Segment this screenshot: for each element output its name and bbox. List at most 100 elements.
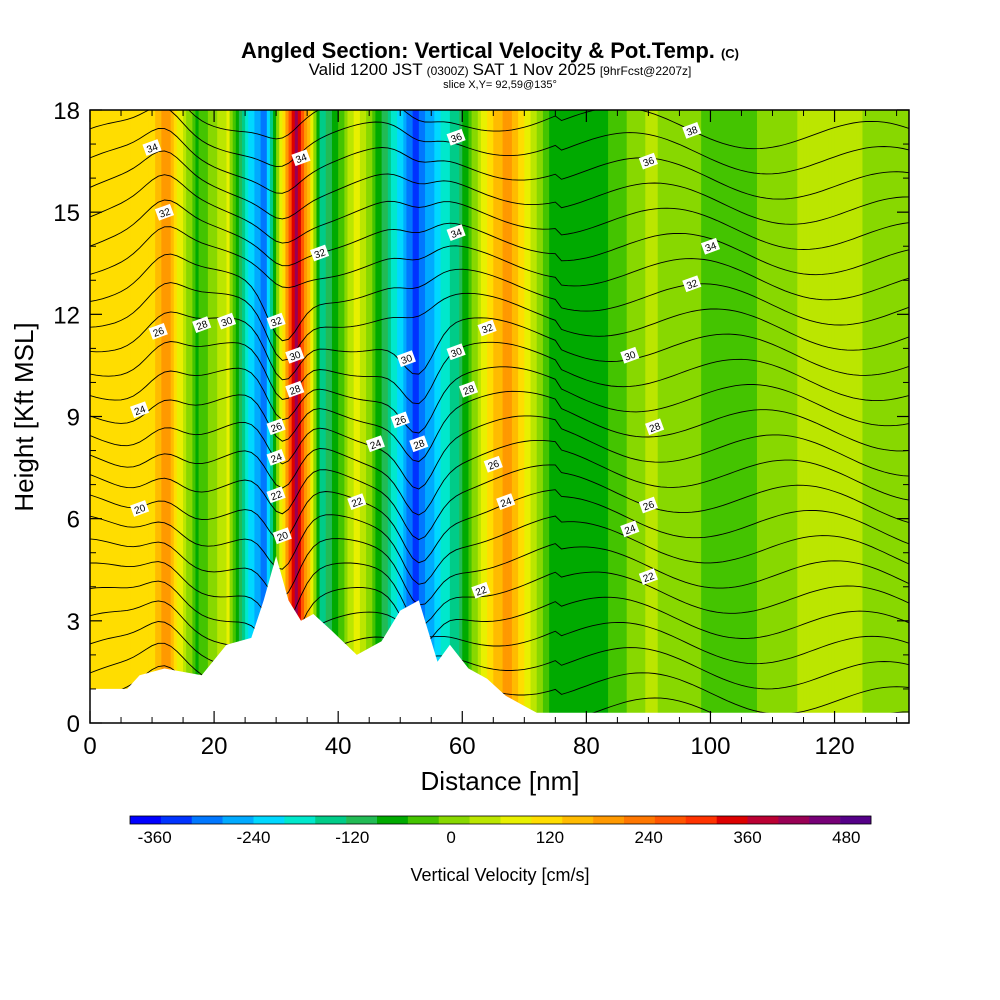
velocity-cell — [555, 110, 560, 723]
velocity-cell — [409, 110, 414, 723]
velocity-cell — [549, 110, 553, 723]
velocity-cell — [412, 110, 417, 723]
velocity-cell — [688, 110, 693, 723]
contour-label-bg — [266, 449, 286, 466]
velocity-cell — [242, 110, 246, 723]
velocity-cell — [601, 110, 606, 723]
velocity-cell — [791, 110, 795, 723]
velocity-cell — [735, 110, 739, 723]
velocity-cell — [701, 110, 705, 723]
velocity-cell — [874, 110, 879, 723]
velocity-cell — [561, 110, 566, 723]
chart-title: Angled Section: Vertical Velocity & Pot.… — [241, 38, 739, 63]
velocity-cell — [421, 110, 426, 723]
velocity-cell — [183, 110, 187, 723]
velocity-cell — [521, 110, 525, 723]
velocity-cell — [636, 110, 640, 723]
chart-title-main: Angled Section: Vertical Velocity & Pot.… — [241, 38, 715, 63]
velocity-cell — [114, 110, 119, 723]
contour-label-bg — [682, 122, 702, 139]
velocity-cell — [583, 110, 587, 723]
velocity-cell — [158, 110, 162, 723]
contour-label: 30 — [396, 350, 416, 367]
velocity-cell — [378, 110, 383, 723]
velocity-cell — [186, 110, 190, 723]
contour-label-text: 22 — [270, 489, 285, 503]
contour-label: 30 — [285, 346, 305, 364]
contour-label-text: 30 — [288, 349, 303, 363]
velocity-cell — [567, 110, 572, 723]
velocity-cell — [542, 110, 547, 723]
colorbar-tick-label: 480 — [832, 828, 860, 847]
contour-label-bg — [409, 435, 429, 453]
velocity-cell — [877, 110, 882, 723]
contour-label-text: 26 — [270, 421, 285, 435]
colorbar-tick-label: -120 — [335, 828, 369, 847]
terrain-layer — [90, 556, 909, 723]
velocity-cell — [670, 110, 674, 723]
x-tick-label: 20 — [201, 733, 228, 760]
velocity-cell — [738, 110, 743, 723]
pot-temp-contour — [90, 226, 909, 301]
colorbar-tick-label: -360 — [138, 828, 172, 847]
velocity-cell — [853, 110, 857, 723]
velocity-cell — [623, 110, 628, 723]
colorbar-frame — [129, 815, 872, 825]
velocity-cell — [204, 110, 209, 723]
velocity-cell — [815, 110, 820, 723]
velocity-cell — [155, 110, 159, 723]
contour-label: 28 — [409, 435, 429, 453]
velocity-cell — [546, 110, 550, 723]
velocity-cell — [375, 110, 380, 723]
velocity-cell — [437, 110, 442, 723]
velocity-cell — [654, 110, 659, 723]
contour-label-text: 26 — [152, 326, 167, 340]
velocity-cell — [232, 110, 237, 723]
pot-temp-contour — [90, 110, 909, 175]
x-tick-label: 0 — [83, 733, 96, 760]
velocity-cell — [760, 110, 764, 723]
subtitle-forecast: [9hrFcst@2207z] — [600, 64, 692, 78]
contour-label-text: 22 — [474, 584, 489, 598]
contour-label-bg — [446, 343, 466, 361]
pot-temp-contour — [90, 464, 909, 541]
velocity-cell — [235, 110, 240, 723]
velocity-cell — [893, 110, 898, 723]
pot-temp-contour — [90, 439, 909, 516]
velocity-cell — [117, 110, 122, 723]
pot-temp-contour — [90, 366, 909, 434]
velocity-cell — [834, 110, 839, 723]
velocity-cell — [127, 110, 131, 723]
velocity-cell — [366, 110, 370, 723]
pot-temp-contour — [90, 390, 909, 463]
velocity-cell — [251, 110, 256, 723]
velocity-cell — [462, 110, 466, 723]
contour-label-bg — [130, 500, 150, 517]
velocity-cell — [707, 110, 712, 723]
y-tick-label: 9 — [67, 405, 80, 432]
velocity-cell — [614, 110, 618, 723]
velocity-cell — [248, 110, 252, 723]
velocity-cell — [142, 110, 147, 723]
velocity-cell — [335, 110, 339, 723]
colorbar-swatch — [778, 816, 810, 824]
y-tick-label: 15 — [53, 200, 80, 227]
velocity-cell — [263, 110, 268, 723]
velocity-cell — [871, 110, 876, 723]
velocity-cell — [660, 110, 665, 723]
velocity-cell — [111, 110, 116, 723]
velocity-cell — [176, 110, 181, 723]
velocity-cell — [856, 110, 860, 723]
contour-label-bg — [620, 520, 640, 538]
contour-label: 20 — [272, 527, 292, 544]
velocity-cell — [269, 110, 274, 723]
velocity-cell — [173, 110, 178, 723]
colorbar-swatch — [253, 816, 285, 824]
velocity-cell — [766, 110, 770, 723]
velocity-cell — [756, 110, 761, 723]
velocity-cell — [192, 110, 197, 723]
velocity-cell — [108, 110, 113, 723]
velocity-cell — [254, 110, 259, 723]
